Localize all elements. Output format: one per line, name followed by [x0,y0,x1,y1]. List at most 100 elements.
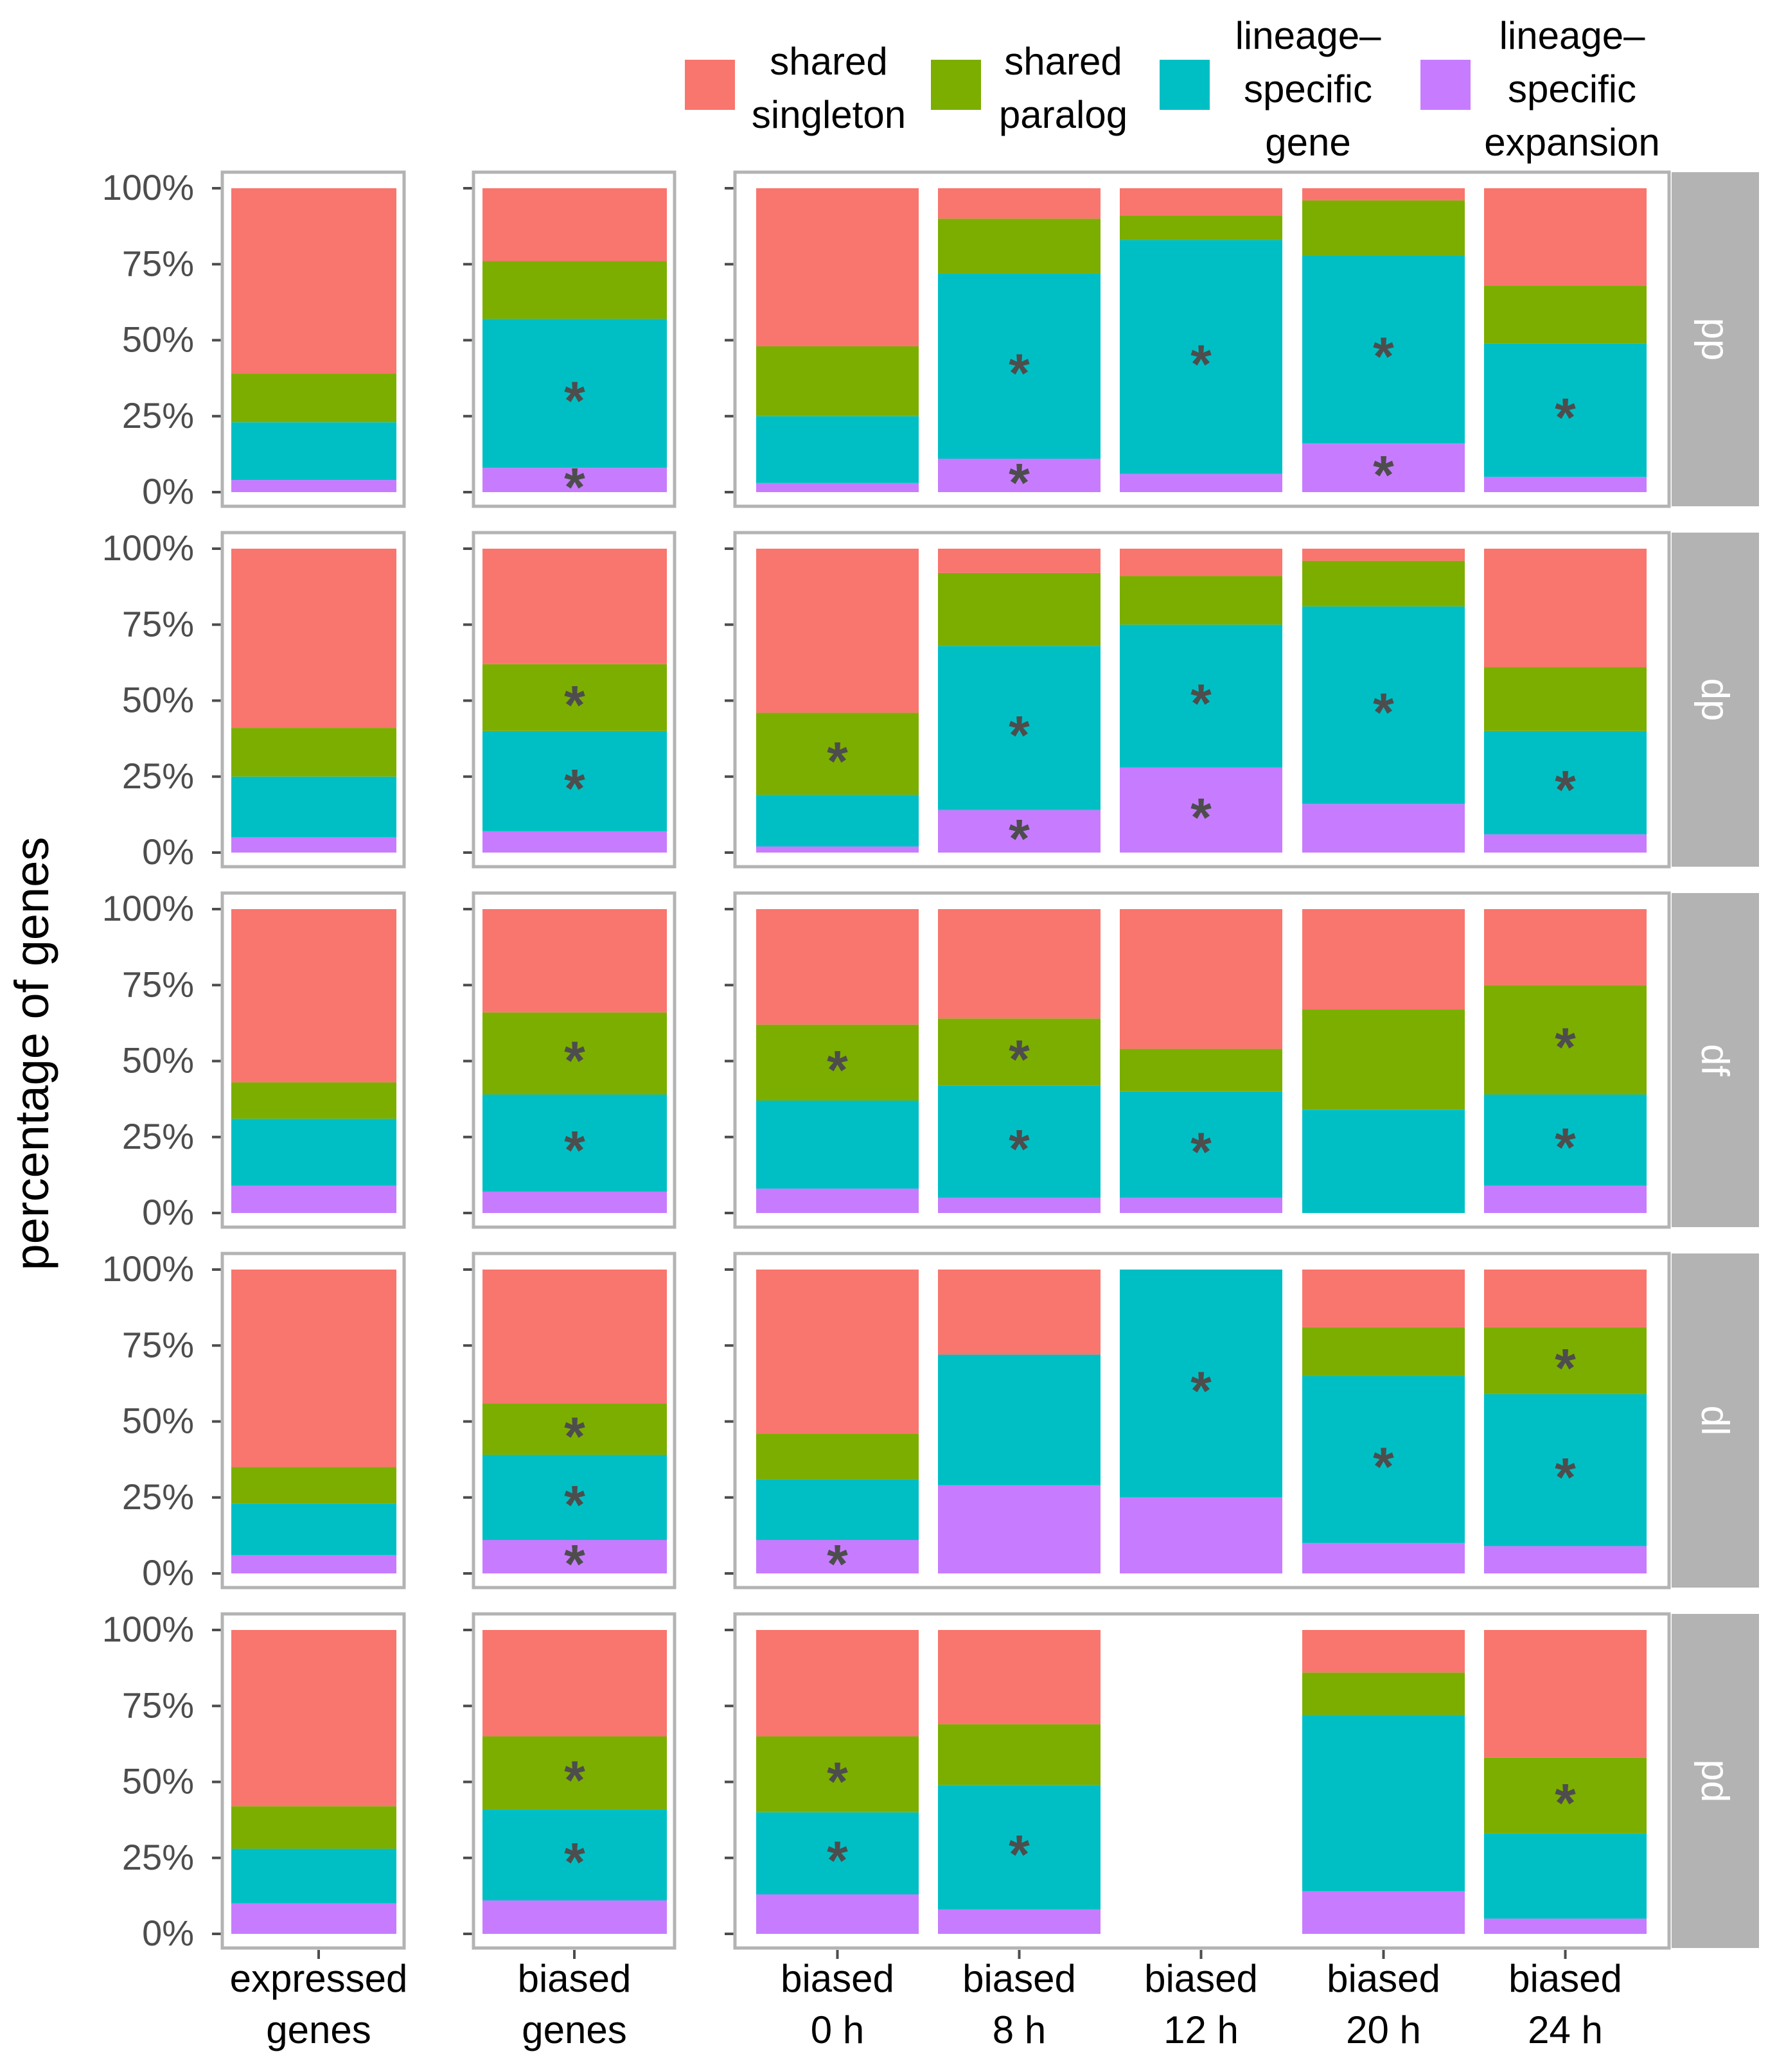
bar-segment-lineage-specific-gene [1302,255,1465,444]
bar-segment-shared-paralog [938,572,1101,646]
facet-row-dl: 0%25%50%75%100%****** **dl [102,1248,1759,1594]
panel-pp-2: * * * * * * [733,170,1671,513]
x-tick-label: genes [522,2008,626,2051]
bar-segment-shared-paralog [1484,285,1647,344]
x-axis-labels: expressed genes biased genes biased 0 h biased… [230,1950,1622,2051]
bar-segment-lineage-specific-expansion [1484,1546,1647,1573]
y-tick-label: 50% [122,1761,194,1802]
facet-row-pd: 0%25%50%75%100%****** pd [102,1609,1759,1953]
panel-dp-1: ** [472,531,676,869]
panel-border [220,170,406,508]
bar-segment-shared-singleton [231,909,396,1083]
bar-segment-lineage-specific-expansion [938,810,1101,853]
legend-entry-shared-singleton: shared singleton [685,40,906,136]
bar-segment-lineage-specific-gene [482,319,667,468]
bar-segment-lineage-specific-expansion [231,1185,396,1213]
bar-segment-lineage-specific-gene [1302,1110,1465,1213]
panel-border [220,891,406,1229]
bar-segment-lineage-specific-expansion [756,846,919,853]
significance-asterisk: * [1009,452,1030,513]
significance-asterisk: * [564,1474,585,1535]
y-axis-title-group: percentage of genes [5,837,58,1271]
bar-segment-shared-paralog [756,346,919,416]
significance-asterisk: * [1555,387,1576,447]
legend-entry-lineage-specific-expansion: lineage– specific expansion [1420,14,1660,164]
bar-segment-lineage-specific-gene [1484,1394,1647,1546]
y-tick-label: 50% [122,680,194,720]
bar-segment-shared-paralog [1302,1009,1465,1110]
x-tick-label: 12 h [1163,2008,1239,2051]
panel-pd-1: ** [472,1612,676,1950]
bar-segment-lineage-specific-expansion [1484,834,1647,853]
panel-border [733,531,1671,869]
significance-asterisk: * [564,1406,585,1466]
bar-segment-shared-singleton [756,909,919,1025]
panel-border [733,1252,1671,1589]
bar-segment-shared-singleton [1302,188,1465,200]
bar-segment-shared-singleton [231,1270,396,1467]
y-tick-label: 0% [142,1192,194,1232]
bar-segment-lineage-specific-expansion [938,1198,1101,1213]
significance-asterisk: * [1009,808,1030,869]
legend-swatch [931,60,981,110]
panel-df-2: * * * * * * [733,891,1671,1229]
x-tick-label: genes [266,2008,371,2051]
bar-segment-lineage-specific-gene [1120,240,1282,474]
bar-segment-lineage-specific-gene [938,273,1101,459]
significance-asterisk: * [1009,1824,1030,1884]
significance-asterisk: * [1373,445,1394,505]
bar-segment-lineage-specific-gene [1302,606,1465,804]
bar-segment-shared-paralog [756,713,919,795]
significance-asterisk: * [1009,1119,1030,1179]
panel-border [472,170,676,508]
bar-segment-lineage-specific-expansion [482,831,667,853]
legend-label: gene [1265,121,1350,164]
x-tick-label: biased [518,1957,632,2000]
bar-segment-shared-singleton [1484,909,1647,986]
legend-label: shared [770,40,887,83]
bar-segment-lineage-specific-gene [231,422,396,481]
bar-segment-shared-paralog [1120,215,1282,240]
bar-segment-shared-paralog [482,1736,667,1810]
y-tick-label: 100% [102,527,194,568]
bar-segment-shared-singleton [1302,1630,1465,1673]
bar-segment-shared-singleton [1120,188,1282,216]
significance-asterisk: * [1190,334,1212,394]
bar-segment-shared-singleton [1120,549,1282,576]
bar-segment-lineage-specific-gene [482,1094,667,1192]
significance-asterisk: * [1555,1338,1576,1398]
significance-asterisk: * [564,1832,585,1892]
significance-asterisk: * [827,1830,848,1891]
bar-segment-lineage-specific-gene [756,416,919,483]
panel-pd-2: * * * * [733,1612,1671,1950]
x-tick-label: 20 h [1346,2008,1421,2051]
bar-segment-shared-paralog [482,664,667,731]
bar-segment-lineage-specific-expansion [1302,443,1465,492]
bar-segment-shared-paralog [756,1024,919,1101]
bar-segment-shared-paralog [482,1012,667,1095]
bar-segment-lineage-specific-gene [1120,1270,1282,1498]
bar-segment-shared-singleton [231,549,396,729]
bar-segment-shared-singleton [1484,188,1647,286]
bar-segment-shared-singleton [938,549,1101,573]
bar-segment-lineage-specific-expansion [231,837,396,853]
x-tick-label: 8 h [993,2008,1046,2051]
y-tick-label: 0% [142,1913,194,1953]
bar-segment-lineage-specific-gene [1302,1715,1465,1891]
bar-segment-lineage-specific-gene [1302,1376,1465,1543]
bar-segment-lineage-specific-expansion [482,1539,667,1573]
significance-asterisk: * [1373,1437,1394,1497]
bar-segment-lineage-specific-expansion [938,1909,1101,1934]
panel-border [220,1252,406,1589]
bar-segment-shared-singleton [482,549,667,664]
significance-asterisk: * [1009,343,1030,403]
significance-asterisk: * [564,457,585,517]
bar-segment-shared-singleton [1484,549,1647,668]
bar-segment-lineage-specific-expansion [756,1894,919,1934]
bar-segment-lineage-specific-expansion [1302,804,1465,853]
y-tick-label: 50% [122,319,194,360]
legend-label: specific [1244,67,1372,111]
y-tick-label: 0% [142,1552,194,1593]
bar-segment-lineage-specific-expansion [1120,474,1282,492]
bar-segment-shared-paralog [1484,1327,1647,1394]
